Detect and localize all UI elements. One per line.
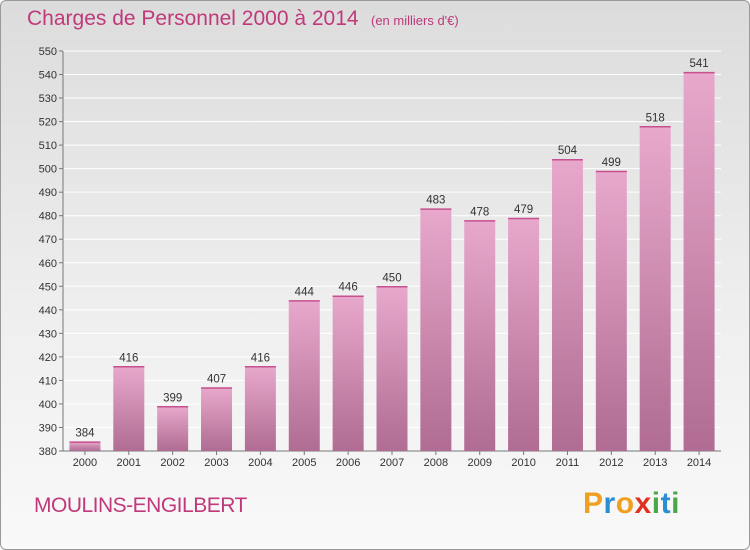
y-tick-label: 510: [39, 140, 57, 152]
bar-2009: [464, 220, 496, 451]
proxiti-logo: Proxiti: [583, 487, 680, 521]
data-label-2014: 541: [689, 58, 708, 70]
x-tick-label-2009: 2009: [467, 457, 491, 469]
bar-2013: [639, 126, 671, 451]
x-tick-label-2013: 2013: [643, 457, 667, 469]
x-tick-label-2006: 2006: [336, 457, 360, 469]
y-tick-label: 460: [39, 258, 57, 270]
y-tick-label: 550: [39, 46, 57, 58]
x-tick-labels: 2000 2001 2002 2003 2004 2005 2006 2007 2008 2009…: [73, 457, 712, 469]
data-label-2013: 518: [646, 112, 665, 124]
y-tick-label: 530: [39, 93, 57, 105]
y-tick-label: 500: [39, 164, 57, 176]
y-tick-label: 490: [39, 187, 57, 199]
x-tick-label-2011: 2011: [556, 457, 580, 469]
data-label-2009: 478: [470, 206, 489, 218]
x-tick-label-2014: 2014: [687, 457, 711, 469]
chart-title: Charges de Personnel 2000 à 2014: [27, 7, 359, 30]
data-label-2010: 479: [514, 204, 533, 216]
data-label-2007: 450: [382, 272, 401, 284]
bar-2014: [683, 72, 715, 452]
logo-letter: i: [651, 487, 661, 520]
y-tick-label: 450: [39, 281, 57, 293]
y-tick-label: 440: [39, 305, 57, 317]
y-tick-label: 480: [39, 211, 57, 223]
data-label-2011: 504: [558, 145, 578, 157]
data-label-2000: 384: [75, 428, 95, 440]
data-label-2003: 407: [207, 373, 226, 385]
x-tick-label-2008: 2008: [424, 457, 448, 469]
logo-letter: i: [671, 487, 680, 520]
bars: [69, 71, 715, 452]
data-label-2006: 446: [339, 282, 358, 294]
x-tick-label-2002: 2002: [160, 457, 184, 469]
bar-2000: [69, 441, 101, 451]
bar-2007: [376, 286, 408, 451]
y-tick-label: 410: [39, 375, 57, 387]
y-tick-labels: 380 390 400 410 420 430 440 450 460 470 480 490 500 5…: [39, 46, 57, 458]
data-label-2005: 444: [295, 286, 315, 298]
y-tick-label: 430: [39, 328, 57, 340]
y-tick-label: 470: [39, 234, 57, 246]
data-label-2012: 499: [602, 157, 621, 169]
logo-letter: P: [583, 487, 604, 520]
bar-2005: [288, 300, 320, 451]
bar-2012: [595, 171, 627, 451]
x-tick-label-2010: 2010: [511, 457, 535, 469]
x-tick-label-2001: 2001: [117, 457, 141, 469]
y-tick-label: 380: [39, 446, 57, 458]
bar-2010: [508, 218, 540, 451]
logo-letter: t: [660, 487, 672, 520]
x-tick-label-2003: 2003: [204, 457, 228, 469]
logo-letter: o: [615, 487, 635, 520]
data-label-2002: 399: [163, 392, 182, 404]
x-tick-label-2004: 2004: [248, 457, 272, 469]
x-tick-label-2000: 2000: [73, 457, 97, 469]
x-tick-label-2012: 2012: [599, 457, 623, 469]
y-tick-label: 520: [39, 117, 57, 129]
data-label-2004: 416: [251, 352, 270, 364]
logo-letter: x: [634, 487, 652, 520]
logo-letter: r: [603, 487, 616, 520]
bar-2011: [551, 159, 583, 451]
y-tick-label: 420: [39, 352, 57, 364]
data-label-2008: 483: [426, 195, 445, 207]
x-tick-label-2005: 2005: [292, 457, 316, 469]
bar-2002: [157, 406, 189, 451]
y-tick-label: 540: [39, 70, 57, 82]
bar-2003: [201, 387, 233, 451]
commune-name: MOULINS-ENGILBERT: [34, 494, 247, 517]
data-label-2001: 416: [119, 352, 138, 364]
y-tick-label: 400: [39, 399, 57, 411]
data-labels: 384 416 399 407 416 444 446 450 483 478 479 504 499 5…: [75, 58, 708, 439]
bar-2006: [332, 295, 364, 451]
bar-2001: [113, 366, 145, 451]
bar-2004: [244, 366, 276, 451]
y-tick-label: 390: [39, 422, 57, 434]
bar-2008: [420, 208, 452, 451]
x-tick-label-2007: 2007: [380, 457, 404, 469]
chart-subtitle: (en milliers d'€): [371, 13, 459, 28]
